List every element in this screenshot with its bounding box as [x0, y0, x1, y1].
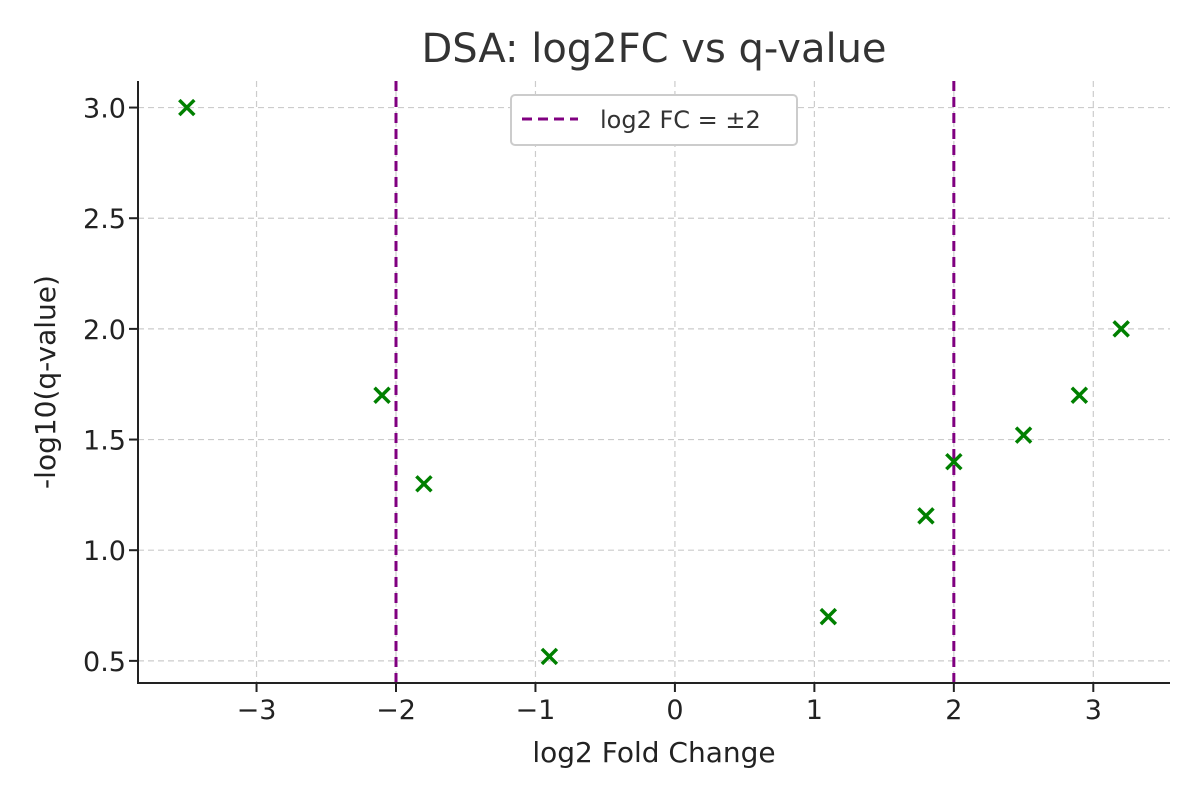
data-point-marker	[819, 607, 838, 626]
data-points	[178, 98, 1130, 666]
y-tick-label: 3.0	[83, 94, 126, 125]
y-tick-label: 2.5	[83, 204, 126, 235]
y-axis-label: -log10(q-value)	[29, 275, 62, 489]
legend-label: log2 FC = ±2	[600, 106, 761, 134]
legend: log2 FC = ±2	[510, 94, 798, 146]
y-tick-label: 2.0	[83, 315, 126, 346]
chart-title: DSA: log2FC vs q-value	[421, 26, 886, 72]
data-point-marker	[415, 475, 433, 493]
x-axis-ticks: −3 −2 −1 0 1 2 3	[237, 683, 1102, 726]
data-point-marker	[373, 386, 391, 405]
x-tick-label: 0	[666, 695, 683, 726]
x-tick-label: 1	[806, 695, 823, 726]
data-point-marker	[945, 452, 963, 471]
data-point-marker	[178, 98, 196, 117]
data-point-marker	[1112, 320, 1130, 338]
x-tick-label: −1	[516, 695, 556, 726]
legend-box	[510, 94, 798, 146]
x-tick-label: 3	[1085, 695, 1102, 726]
x-tick-label: −2	[376, 695, 416, 726]
data-point-marker	[540, 647, 559, 666]
threshold-lines	[394, 81, 956, 683]
y-axis-ticks: 0.5 1.0 1.5 2.0 2.5 3.0	[83, 94, 138, 678]
y-tick-label: 0.5	[83, 647, 126, 678]
data-point-marker	[917, 507, 935, 525]
x-tick-label: 2	[945, 695, 962, 726]
grid	[138, 81, 1170, 683]
x-tick-label: −3	[237, 695, 277, 726]
x-axis-label: log2 Fold Change	[532, 736, 775, 769]
data-point-marker	[1070, 386, 1089, 405]
y-tick-label: 1.5	[83, 426, 126, 457]
data-point-marker	[1014, 426, 1033, 444]
y-tick-label: 1.0	[83, 536, 126, 567]
